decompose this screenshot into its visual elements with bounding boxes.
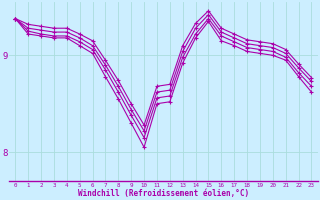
X-axis label: Windchill (Refroidissement éolien,°C): Windchill (Refroidissement éolien,°C) xyxy=(78,189,249,198)
